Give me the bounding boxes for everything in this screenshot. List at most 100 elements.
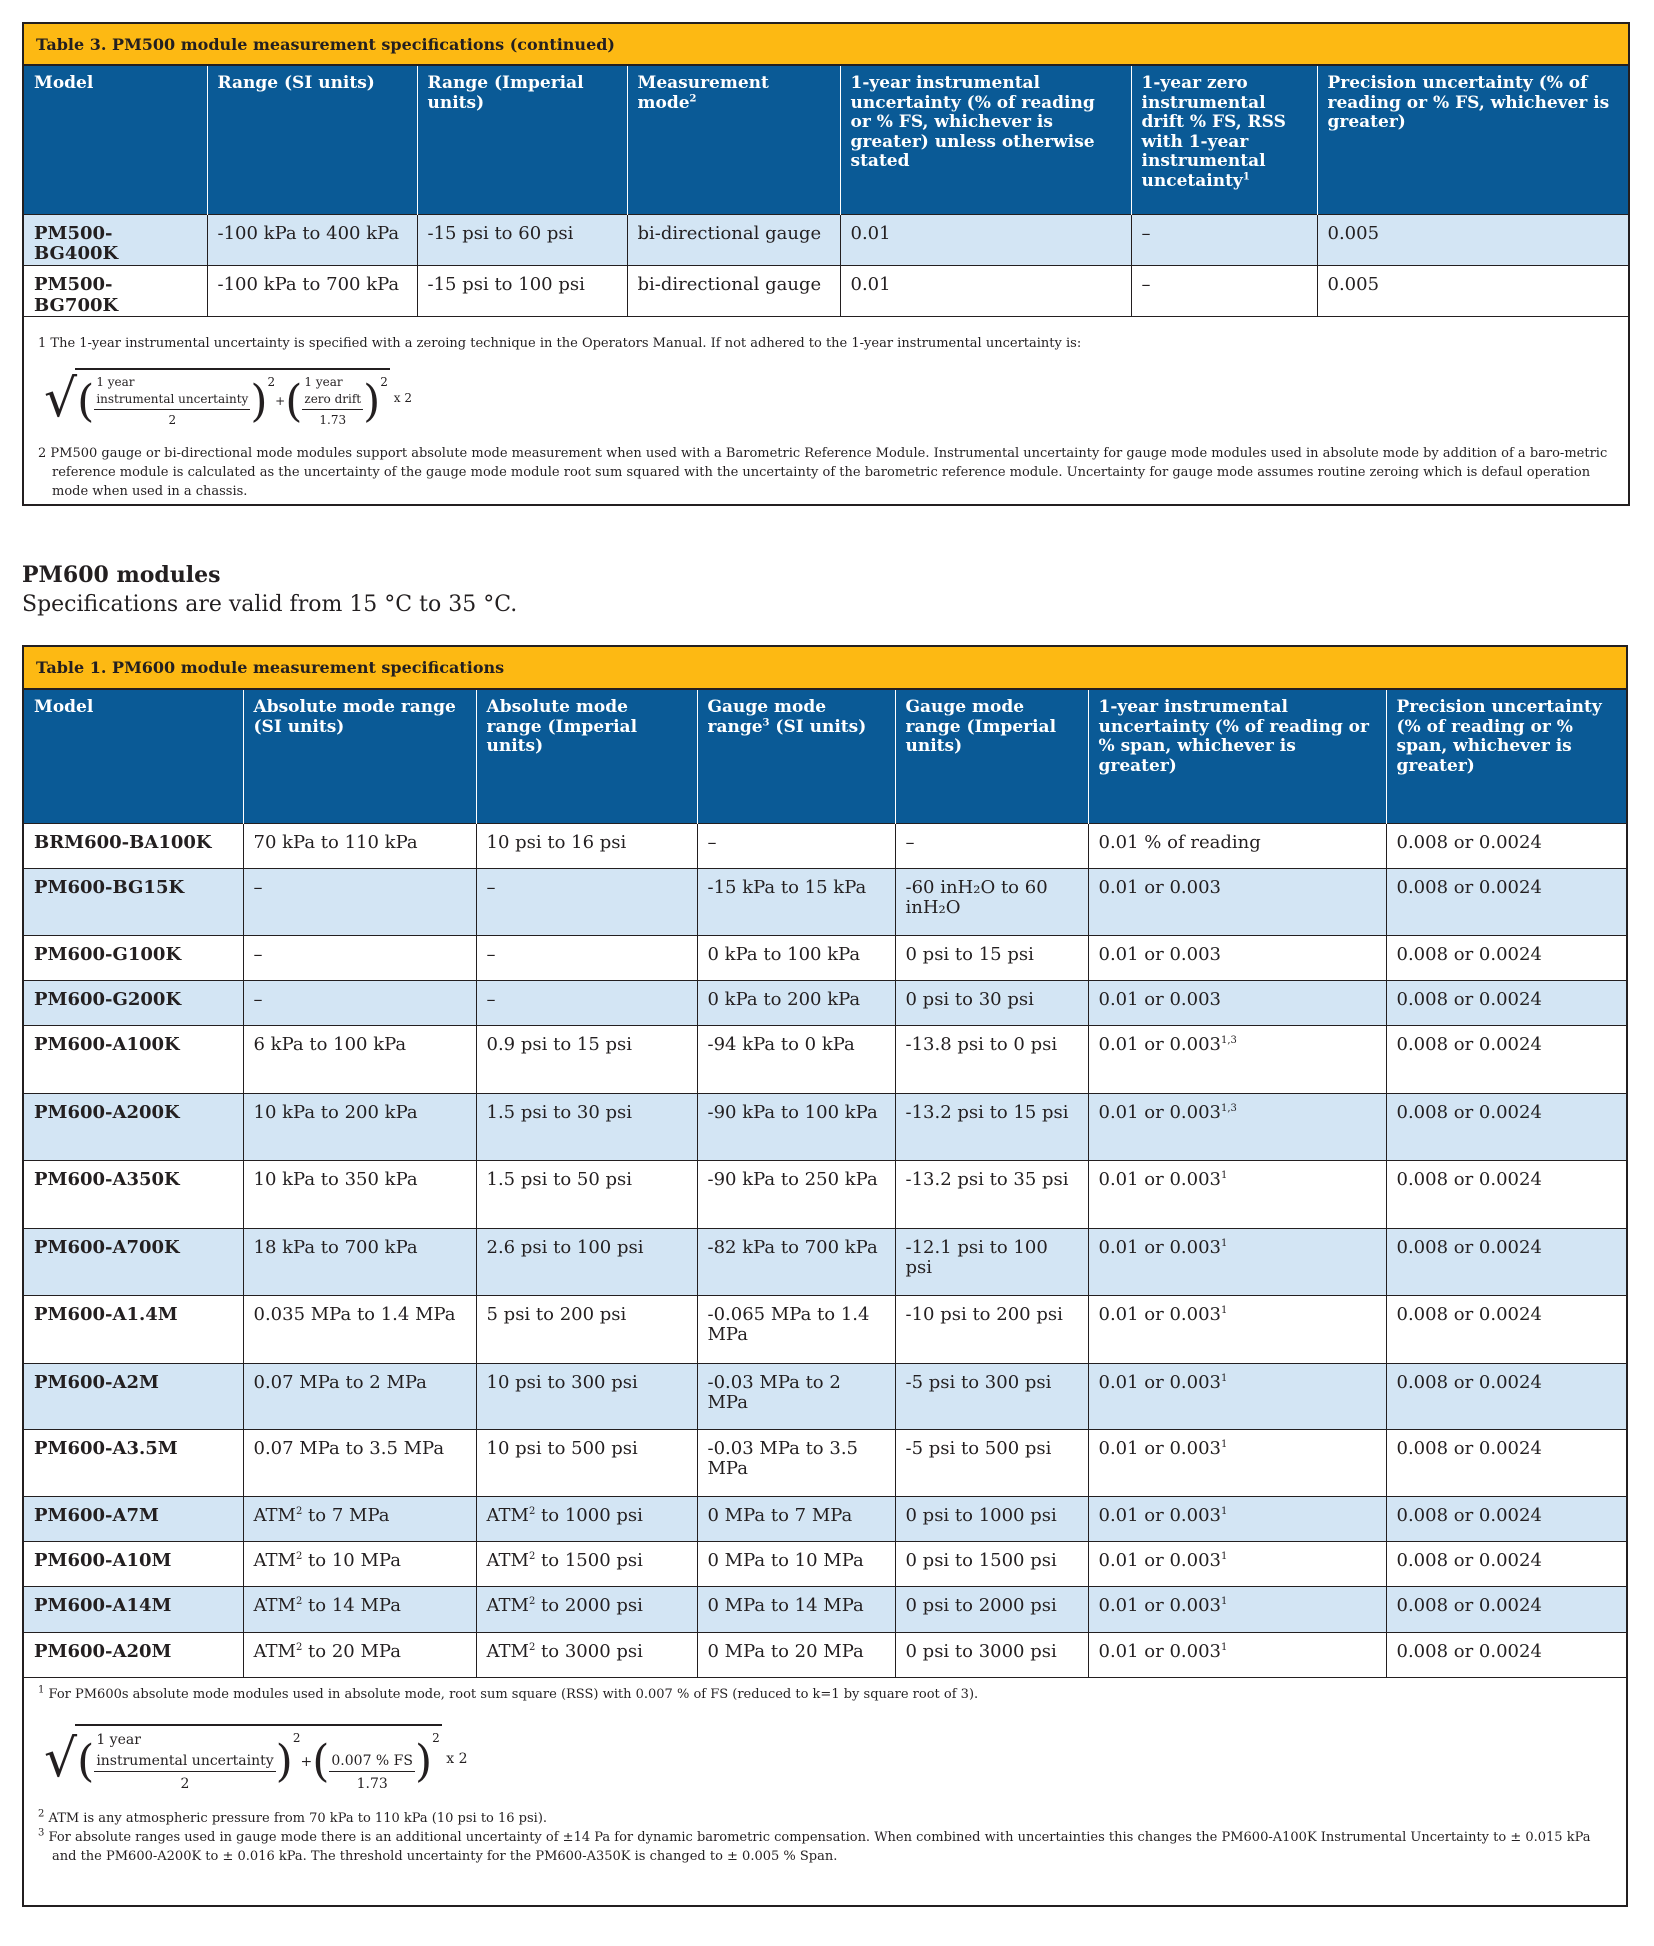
table-row: PM600-A100K 6 kPa to 100 kPa 0.9 psi to 15… bbox=[24, 1024, 1626, 1094]
table-cell: -12.1 psi to 100 psi bbox=[894, 1227, 1089, 1296]
table-cell: 0.01 or 0.003 bbox=[1087, 867, 1387, 936]
table-cell: -13.2 psi to 15 psi bbox=[894, 1092, 1089, 1161]
table-row: PM500-BG400K -100 kPa to 400 kPa -15 psi t… bbox=[24, 213, 1628, 266]
table-row: PM600-A200K 10 kPa to 200 kPa 1.5 psi to 3… bbox=[24, 1092, 1626, 1161]
table-3-pm500: Table 3. PM500 module measurement specif… bbox=[22, 22, 1630, 506]
table-cell: 0.035 MPa to 1.4 MPa bbox=[242, 1294, 477, 1364]
radicand: ( 1 year instrumental uncertainty 2 ) 2 + (… bbox=[75, 1724, 442, 1794]
table-cell: 0.01 or 0.0031 bbox=[1087, 1227, 1387, 1296]
table-cell: ATM2 to 7 MPa bbox=[242, 1495, 477, 1542]
table-cell: 5 psi to 200 psi bbox=[475, 1294, 698, 1364]
column-header: Range (Imperial units) bbox=[416, 66, 627, 214]
text-segment: 0.01 or 0.003 bbox=[1098, 1437, 1222, 1459]
text-segment: to 7 MPa bbox=[302, 1504, 390, 1526]
column-header: Gauge mode range3 (SI units) bbox=[696, 690, 895, 823]
text-segment: to 10 MPa bbox=[302, 1549, 401, 1571]
table-cell: ATM2 to 1000 psi bbox=[475, 1495, 698, 1542]
spec-table: Model Range (SI units) Range (Imperial uni… bbox=[24, 66, 1628, 318]
table-cell: -100 kPa to 400 kPa bbox=[206, 213, 418, 266]
text-segment: to 2000 psi bbox=[535, 1594, 643, 1616]
superscript: 1 bbox=[1221, 1438, 1228, 1450]
table-cell: 0.008 or 0.0024 bbox=[1385, 1585, 1626, 1633]
table-cell: 0.005 bbox=[1316, 264, 1628, 318]
spec-table: Model Absolute mode range (SI units) Absol… bbox=[24, 690, 1626, 1678]
superscript: 1 bbox=[1221, 1304, 1228, 1316]
superscript: 1 bbox=[1221, 1550, 1228, 1562]
fraction: 0.007 % FS 1.73 bbox=[329, 1730, 415, 1794]
superscript: 1 bbox=[1221, 1641, 1228, 1653]
text-segment: ATM bbox=[486, 1640, 529, 1662]
table-cell: 0.01 or 0.0031 bbox=[1087, 1159, 1387, 1229]
table-cell: 2.6 psi to 100 psi bbox=[475, 1227, 698, 1296]
denominator: 2 bbox=[168, 412, 177, 427]
footnote-text: For absolute ranges used in gauge mode t… bbox=[48, 1830, 1591, 1864]
table-cell: – bbox=[242, 979, 477, 1026]
table-cell: 0 kPa to 200 kPa bbox=[696, 979, 896, 1026]
table-cell: 0.008 or 0.0024 bbox=[1385, 1024, 1626, 1094]
text-segment: to 20 MPa bbox=[302, 1640, 401, 1662]
paren-icon: ) bbox=[250, 375, 268, 427]
superscript: 1 bbox=[1221, 1169, 1228, 1181]
table-cell: 0.07 MPa to 2 MPa bbox=[242, 1362, 477, 1430]
table-cell: 0.008 or 0.0024 bbox=[1385, 979, 1626, 1026]
table-cell: -0.065 MPa to 1.4 MPa bbox=[696, 1294, 896, 1364]
table-cell: 0 psi to 1000 psi bbox=[894, 1495, 1089, 1542]
table-1-pm600: Table 1. PM600 module measurement specif… bbox=[22, 645, 1628, 1907]
table-cell: 0.005 bbox=[1316, 213, 1628, 266]
footnote-mark: 1 bbox=[38, 1684, 45, 1696]
table-row: PM600-A20M ATM2 to 20 MPa ATM2 to 3000 psi… bbox=[24, 1631, 1626, 1678]
paren-icon: ( bbox=[77, 1736, 95, 1788]
table-cell: 1.5 psi to 30 psi bbox=[475, 1092, 698, 1161]
uncertainty-formula: √ ( 1 year instrumental uncertainty 2 ) 2 +… bbox=[44, 1724, 1612, 1794]
column-header: 1-year instrumental uncertainty (% of re… bbox=[1087, 690, 1386, 823]
table-cell: 0.008 or 0.0024 bbox=[1385, 1428, 1626, 1497]
uncertainty-formula: √ ( 1 year instrumental uncertainty 2 ) 2 +… bbox=[44, 368, 1614, 429]
model-cell: PM600-A7M bbox=[24, 1495, 244, 1542]
fraction: 1 year instrumental uncertainty 2 bbox=[94, 374, 251, 429]
table-cell: 0.01 or 0.0031 bbox=[1087, 1631, 1387, 1678]
table-cell: -94 kPa to 0 kPa bbox=[696, 1024, 896, 1094]
table-cell: 1.5 psi to 50 psi bbox=[475, 1159, 698, 1229]
table-cell: 0 psi to 30 psi bbox=[894, 979, 1089, 1026]
column-header: Model bbox=[24, 66, 207, 214]
table-cell: -10 psi to 200 psi bbox=[894, 1294, 1089, 1364]
square-root-icon: √ bbox=[44, 368, 78, 429]
footnote-2: 2 PM500 gauge or bi-directional mode mod… bbox=[38, 446, 1608, 499]
table-cell: 0.01 % of reading bbox=[1087, 822, 1387, 869]
exponent: 2 bbox=[432, 1731, 440, 1746]
column-header: Precision uncertainty (% of reading or %… bbox=[1385, 690, 1626, 823]
table-cell: 0.01 or 0.003 bbox=[1087, 934, 1387, 981]
text-segment: 0.01 or 0.003 bbox=[1098, 1549, 1222, 1571]
table-row: PM600-A7M ATM2 to 7 MPa ATM2 to 1000 psi 0 … bbox=[24, 1495, 1626, 1542]
paren-icon: ) bbox=[414, 1736, 433, 1788]
model-cell: PM500-BG700K bbox=[24, 264, 208, 318]
plus-sign: + bbox=[300, 1754, 313, 1771]
table-cell: -90 kPa to 250 kPa bbox=[696, 1159, 896, 1229]
section-title: PM600 modules bbox=[22, 562, 221, 588]
table-cell: 0.008 or 0.0024 bbox=[1385, 1495, 1626, 1542]
table-cell: 18 kPa to 700 kPa bbox=[242, 1227, 477, 1296]
paren-icon: ( bbox=[285, 375, 303, 427]
table-cell: 70 kPa to 110 kPa bbox=[242, 822, 477, 869]
denominator: 1.73 bbox=[356, 1775, 388, 1792]
superscript: 2 bbox=[295, 1595, 303, 1607]
table-cell: 0.9 psi to 15 psi bbox=[475, 1024, 698, 1094]
text-segment: 0.01 or 0.003 bbox=[1098, 1033, 1222, 1055]
superscript: 2 bbox=[689, 92, 697, 104]
table-cell: -5 psi to 300 psi bbox=[894, 1362, 1089, 1430]
table-cell: – bbox=[242, 867, 477, 936]
text-segment: 0.01 or 0.003 bbox=[1098, 1101, 1222, 1123]
table-cell: 10 psi to 16 psi bbox=[475, 822, 698, 869]
square-root-icon: √ bbox=[44, 1729, 78, 1790]
table-cell: ATM2 to 1500 psi bbox=[475, 1540, 698, 1587]
table-cell: -100 kPa to 700 kPa bbox=[206, 264, 418, 318]
denominator: 2 bbox=[180, 1775, 190, 1792]
superscript: 2 bbox=[295, 1505, 303, 1517]
table-cell: 10 kPa to 200 kPa bbox=[242, 1092, 477, 1161]
plus-sign: + bbox=[275, 393, 286, 408]
table-cell: 0.008 or 0.0024 bbox=[1385, 1159, 1626, 1229]
model-cell: PM600-A100K bbox=[24, 1024, 244, 1094]
superscript: 1 bbox=[1221, 1372, 1228, 1384]
text-segment: 1-year zero instrumental drift % FS, RSS… bbox=[1141, 73, 1286, 191]
table-row: PM600-BG15K – – -15 kPa to 15 kPa -60 inH₂O … bbox=[24, 867, 1626, 936]
